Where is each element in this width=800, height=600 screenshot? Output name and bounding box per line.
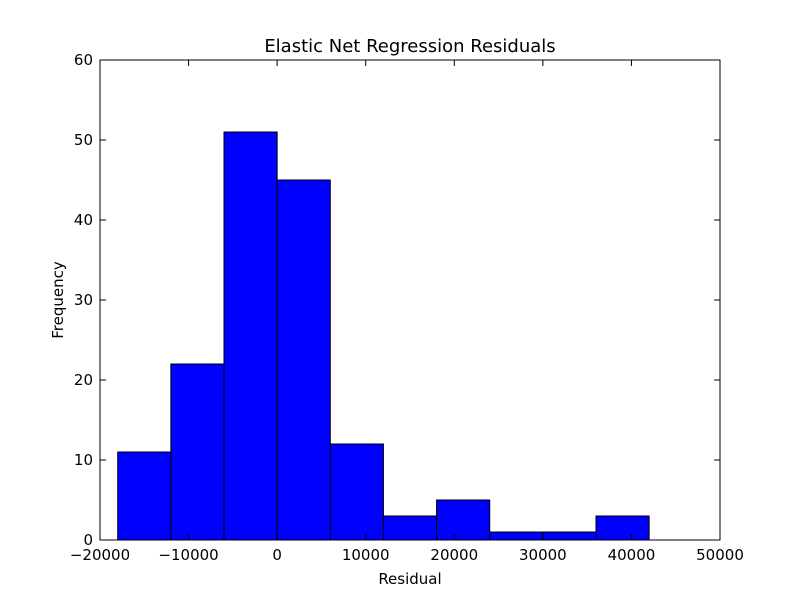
histogram-bar-1 (170, 363, 225, 541)
histogram-bar-2 (223, 131, 278, 541)
chart-title: Elastic Net Regression Residuals (264, 36, 555, 57)
x-axis-label: Residual (378, 570, 441, 588)
plot-frame (99, 59, 721, 541)
x-tick-label-5: 30000 (519, 546, 567, 564)
y-axis-label: Frequency (49, 261, 67, 339)
histogram-bar-3 (276, 179, 331, 541)
x-tick-label-2: 0 (272, 546, 282, 564)
y-tick-label-2: 20 (74, 371, 93, 389)
y-tick-label-0: 0 (83, 531, 93, 549)
histogram-bar-0 (117, 451, 172, 541)
histogram-bar-7 (489, 531, 544, 541)
y-tick-label-3: 30 (74, 291, 93, 309)
y-tick-label-1: 10 (74, 451, 93, 469)
x-tick-label-0: −20000 (70, 546, 130, 564)
y-tick-label-5: 50 (74, 131, 93, 149)
x-tick-label-3: 10000 (342, 546, 390, 564)
y-tick-labels: 0 10 20 30 40 50 60 (74, 51, 93, 549)
x-tick-label-1: −10000 (158, 546, 218, 564)
y-tick-label-4: 40 (74, 211, 93, 229)
x-tick-label-6: 40000 (608, 546, 656, 564)
histogram-bars (117, 131, 650, 541)
x-tick-labels: −20000 −10000 0 10000 20000 30000 40000 50000 (70, 546, 744, 564)
y-tick-label-6: 60 (74, 51, 93, 69)
histogram-bar-4 (329, 443, 384, 541)
histogram-bar-6 (436, 499, 491, 541)
histogram-bar-9 (595, 515, 650, 541)
histogram-bar-8 (542, 531, 597, 541)
histogram-bar-5 (382, 515, 438, 541)
x-tick-label-7: 50000 (696, 546, 744, 564)
x-tick-label-4: 20000 (430, 546, 478, 564)
